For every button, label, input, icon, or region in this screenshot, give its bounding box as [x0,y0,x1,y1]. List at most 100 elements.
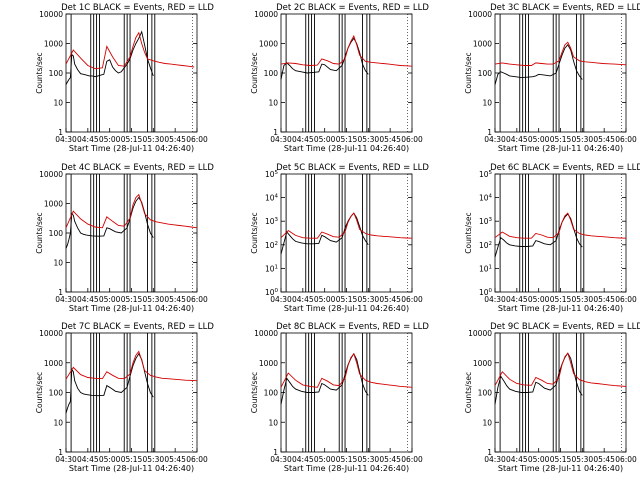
chart-panel-2: Det 2C BLACK = Events, RED = LLD 1 10 100 10… [250,3,429,153]
x-axis-title: Start Time (28-Jul-11 04:26:40) [498,464,623,473]
plot-frame [494,173,627,293]
y-tick-label: 104 [479,194,493,203]
y-axis-title: Counts/sec [464,372,473,413]
x-tick-label: 05:45 [593,135,615,144]
x-tick-label: 04:30 [484,455,506,464]
x-axis-title: Start Time (28-Jul-11 04:26:40) [498,144,623,153]
y-axis-title: Counts/sec [250,212,259,253]
series-line-lld [494,41,627,66]
y-tick-label: 10000 [468,10,492,19]
y-tick-label: 100 [49,389,64,398]
y-tick-label: 1000 [44,359,63,368]
chart-panel-7: Det 7C BLACK = Events, RED = LLD 1 10 100 10… [35,322,214,473]
series-line-events [280,352,369,405]
y-tick-label: 10 [53,99,63,108]
y-tick-label: 105 [265,170,279,179]
x-tick-label: 05:45 [379,455,401,464]
series-line-events [65,352,154,414]
y-tick-label: 10000 [468,329,492,338]
y-tick-label: 1000 [473,359,492,368]
x-tick-label: 05:00 [314,295,336,304]
series-line-lld [494,352,627,387]
chart-title: Det 1C BLACK = Events, RED = LLD [61,3,214,13]
chart-panel-5: Det 5C BLACK = Events, RED = LLD 100 101 10… [250,163,429,313]
x-tick-label: 05:00 [528,295,550,304]
chart-panel-8: Det 8C BLACK = Events, RED = LLD 1 10 100 10… [250,322,429,473]
y-tick-label: 10 [268,418,278,427]
series-line-lld [65,31,195,70]
x-tick-label: 06:00 [401,295,423,304]
chart-title: Det 4C BLACK = Events, RED = LLD [61,163,214,173]
x-axis-title: Start Time (28-Jul-11 04:26:40) [69,144,194,153]
x-axis-title: Start Time (28-Jul-11 04:26:40) [498,304,623,313]
y-tick-label: 10 [482,99,492,108]
y-axis-title: Counts/sec [35,212,44,253]
x-tick-label: 06:00 [401,455,423,464]
y-tick-label: 100 [264,389,279,398]
series-line-events [494,213,583,258]
y-tick-label: 101 [479,264,492,273]
x-tick-label: 05:30 [143,295,165,304]
chart-title: Det 8C BLACK = Events, RED = LLD [276,322,429,332]
y-axis-title: Counts/sec [35,52,44,93]
series-line-lld [494,212,627,239]
series-line-events [280,212,369,255]
x-tick-label: 05:15 [550,295,572,304]
series-line-events [494,352,583,405]
y-tick-label: 100 [49,69,64,78]
series-line-events [494,44,583,85]
x-tick-label: 04:45 [506,455,528,464]
plot-frame [494,332,627,453]
x-tick-label: 05:00 [314,135,336,144]
x-tick-label: 05:15 [336,135,358,144]
plot-frame [494,13,627,133]
y-tick-label: 1 [58,288,63,297]
x-tick-label: 05:45 [593,455,615,464]
x-tick-label: 06:00 [615,455,637,464]
x-tick-label: 04:30 [270,455,292,464]
y-tick-label: 1 [487,128,492,137]
x-tick-label: 05:00 [99,295,121,304]
y-tick-label: 1000 [44,200,63,209]
y-tick-label: 10 [53,418,63,427]
y-tick-label: 10000 [39,170,63,179]
x-tick-label: 06:00 [615,135,637,144]
x-tick-label: 05:00 [99,455,121,464]
x-tick-label: 05:30 [358,295,380,304]
chart-title: Det 3C BLACK = Events, RED = LLD [490,3,640,13]
x-tick-label: 05:45 [164,455,186,464]
x-tick-label: 04:30 [270,135,292,144]
x-tick-label: 05:30 [572,455,594,464]
y-axis-title: Counts/sec [250,52,259,93]
y-tick-label: 1000 [473,40,492,49]
x-tick-label: 05:45 [593,295,615,304]
y-tick-label: 10000 [39,10,63,19]
x-tick-label: 06:00 [401,135,423,144]
series-line-lld [280,212,413,239]
series-line-lld [65,350,198,382]
series-line-lld [65,193,198,229]
y-tick-label: 1000 [44,40,63,49]
x-tick-label: 04:30 [484,295,506,304]
x-tick-label: 04:45 [77,135,99,144]
x-tick-label: 04:45 [506,135,528,144]
x-tick-label: 05:15 [336,455,358,464]
x-tick-label: 05:30 [572,295,594,304]
y-tick-label: 10 [53,259,63,268]
x-tick-label: 04:45 [292,295,314,304]
x-axis-title: Start Time (28-Jul-11 04:26:40) [69,464,194,473]
y-tick-label: 100 [478,389,493,398]
plot-frame [280,13,413,133]
chart-title: Det 7C BLACK = Events, RED = LLD [61,322,214,332]
x-tick-label: 05:15 [121,295,143,304]
x-tick-label: 05:45 [164,295,186,304]
x-tick-label: 06:00 [615,295,637,304]
series-line-events [65,196,154,249]
y-tick-label: 1 [273,128,278,137]
y-tick-label: 1 [273,448,278,457]
x-tick-label: 04:45 [292,135,314,144]
x-tick-label: 05:30 [143,135,165,144]
x-axis-title: Start Time (28-Jul-11 04:26:40) [69,304,194,313]
series-line-lld [280,34,413,67]
